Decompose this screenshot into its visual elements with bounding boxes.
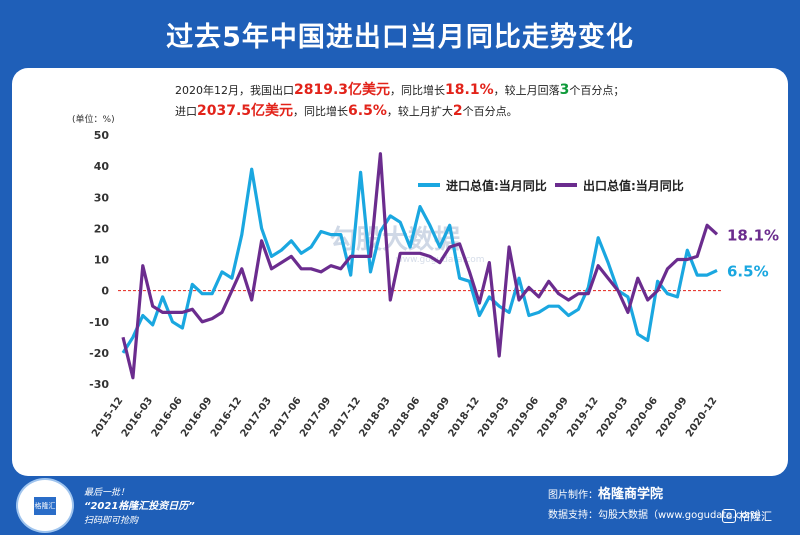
summary-text-part: ，同比增长	[390, 84, 446, 97]
summary-line-import: 进口2037.5亿美元，同比增长6.5%，较上月扩大2个百分点。	[175, 101, 695, 122]
promo-title: “2021格隆汇投资日历”	[84, 501, 195, 512]
credit-brand: 格隆商学院	[598, 487, 664, 502]
import-change: 2	[452, 103, 463, 119]
export-value: 2819.3亿美元	[294, 82, 391, 98]
series-end-label: 18.1%	[727, 226, 779, 244]
credits: 图片制作：格隆商学院 数据支持：勾股大数据（www.gogudata.com）	[548, 485, 767, 526]
legend-label: 进口总值:当月同比	[446, 178, 547, 193]
watermark-text: 勾股大数据	[330, 225, 460, 255]
summary-text-part: 个百分点；	[569, 84, 625, 97]
qr-code[interactable]: 格隆汇	[16, 478, 74, 533]
summary-text-part: 进口	[175, 105, 197, 118]
credit-data-source: 数据支持：勾股大数据	[548, 510, 648, 521]
summary-text-part: 2020年12月，我国出口	[175, 84, 294, 97]
export-growth: 18.1%	[445, 82, 494, 98]
qr-logo-icon: 格隆汇	[34, 496, 56, 515]
page-title: 过去5年中国进出口当月同比走势变化	[166, 21, 634, 53]
gelonghui-logo: G 格隆汇	[722, 508, 772, 524]
y-tick-label: 0	[101, 285, 109, 298]
promo-line: 最后一批！	[84, 488, 130, 498]
credit-label: 图片制作：	[548, 490, 598, 501]
summary-text: 2020年12月，我国出口2819.3亿美元，同比增长18.1%，较上月回落3个…	[175, 80, 695, 122]
promo-text: 最后一批！ “2021格隆汇投资日历” 扫码即可抢购	[84, 486, 195, 528]
promo-line: 扫码即可抢购	[84, 516, 139, 526]
summary-line-export: 2020年12月，我国出口2819.3亿美元，同比增长18.1%，较上月回落3个…	[175, 80, 695, 101]
y-tick-label: -10	[89, 316, 109, 329]
summary-text-part: ，较上月回落	[493, 84, 560, 97]
y-tick-label: -20	[89, 347, 109, 360]
y-tick-label: -30	[89, 378, 109, 391]
logo-icon: G	[722, 509, 736, 523]
y-axis-unit: (单位：%)	[72, 115, 115, 125]
series-line-export	[121, 152, 719, 380]
y-tick-label: 20	[94, 222, 110, 235]
import-growth: 6.5%	[348, 103, 387, 119]
credit-url: （www.gogudata.com）	[648, 510, 768, 521]
summary-text-part: ，同比增长	[293, 105, 349, 118]
y-tick-label: 10	[94, 254, 110, 267]
legend-label: 出口总值:当月同比	[583, 178, 684, 193]
y-tick-label: 50	[94, 129, 110, 142]
import-value: 2037.5亿美元	[197, 103, 294, 119]
export-change: 3	[559, 82, 570, 98]
series-end-label: 6.5%	[727, 262, 769, 280]
y-tick-label: 40	[94, 160, 110, 173]
y-tick-label: 30	[94, 191, 110, 204]
summary-text-part: 个百分点。	[462, 105, 518, 118]
line-chart: 勾股大数据www.gogudata.com50403020100-10-20-3…	[89, 129, 779, 439]
logo-text: 格隆汇	[739, 510, 772, 523]
summary-text-part: ，较上月扩大	[386, 105, 453, 118]
